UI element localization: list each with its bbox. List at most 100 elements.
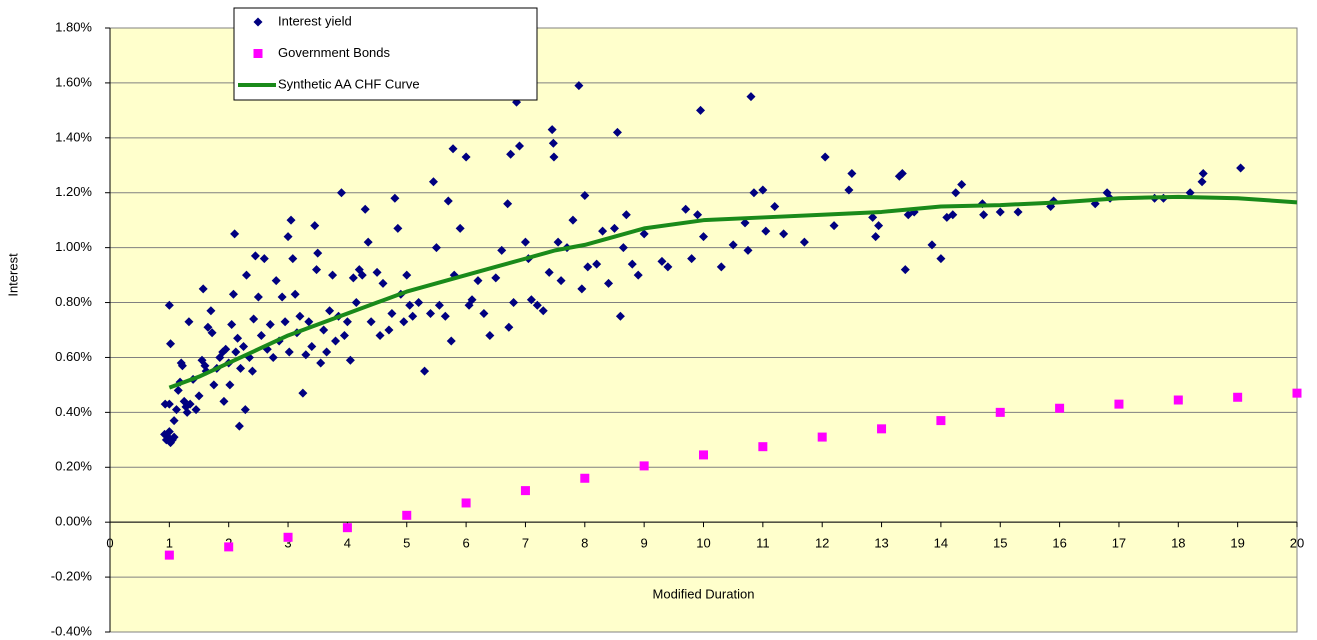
point: [1197, 177, 1207, 187]
point: [927, 240, 937, 250]
x-tick-label: 8: [581, 536, 588, 551]
point: [408, 311, 418, 321]
point: [467, 295, 477, 305]
y-tick-label: 0.80%: [55, 294, 92, 309]
point: [663, 262, 673, 272]
point: [405, 300, 415, 310]
point: [844, 185, 854, 195]
point: [390, 193, 400, 203]
point: [351, 298, 361, 308]
point: [615, 311, 625, 321]
point: [509, 298, 519, 308]
point: [230, 229, 240, 239]
point: [288, 254, 298, 264]
legend-label: Synthetic AA CHF Curve: [278, 76, 420, 91]
point: [286, 215, 296, 225]
x-tick-label: 4: [344, 536, 351, 551]
point: [951, 188, 961, 198]
point: [549, 152, 559, 162]
point: [228, 289, 238, 299]
point: [402, 510, 412, 520]
x-tick-label: 6: [462, 536, 469, 551]
point: [434, 300, 444, 310]
series: [160, 81, 1246, 448]
point: [171, 405, 181, 415]
point: [473, 276, 483, 286]
point: [957, 179, 967, 189]
point: [284, 347, 294, 357]
point: [206, 306, 216, 316]
legend-label: Government Bonds: [278, 45, 391, 60]
point: [231, 347, 241, 357]
point: [515, 141, 525, 151]
point: [207, 328, 217, 338]
point: [577, 284, 587, 294]
point: [224, 542, 234, 552]
point: [749, 188, 759, 198]
point: [198, 284, 208, 294]
point: [253, 292, 263, 302]
point: [728, 240, 738, 250]
point: [948, 210, 958, 220]
point: [580, 473, 590, 483]
point: [874, 221, 884, 231]
point: [455, 223, 465, 233]
point: [295, 311, 305, 321]
point: [310, 221, 320, 231]
point: [271, 276, 281, 286]
point: [221, 344, 231, 354]
point: [312, 265, 322, 275]
point: [185, 399, 195, 409]
point: [399, 317, 409, 327]
x-axis-label: Modified Duration: [653, 586, 755, 601]
point: [240, 405, 250, 415]
x-tick-label: 1: [166, 536, 173, 551]
point: [829, 221, 839, 231]
point: [414, 298, 424, 308]
point: [164, 550, 174, 560]
point: [448, 144, 458, 154]
point: [897, 169, 907, 179]
point: [331, 336, 341, 346]
y-tick-label: 1.20%: [55, 184, 92, 199]
point: [339, 330, 349, 340]
point: [995, 407, 1005, 417]
point: [871, 232, 881, 242]
point: [234, 421, 244, 431]
point: [592, 259, 602, 269]
point: [283, 532, 293, 542]
legend-swatch: [253, 49, 263, 58]
point: [366, 317, 376, 327]
point: [259, 254, 269, 264]
x-tick-label: 18: [1171, 536, 1185, 551]
x-tick-label: 15: [993, 536, 1007, 551]
point: [328, 270, 338, 280]
y-tick-label: 0.00%: [55, 514, 92, 529]
point: [532, 300, 542, 310]
legend-box: [233, 7, 538, 101]
point: [194, 391, 204, 401]
point: [504, 322, 514, 332]
point: [743, 245, 753, 255]
point: [609, 223, 619, 233]
point: [761, 226, 771, 236]
point: [568, 215, 578, 225]
point: [249, 314, 259, 324]
point: [420, 366, 430, 376]
point: [342, 317, 352, 327]
x-tick-label: 13: [874, 536, 888, 551]
y-tick-label: 1.60%: [55, 74, 92, 89]
point: [242, 270, 252, 280]
x-tick-label: 5: [403, 536, 410, 551]
point: [681, 204, 691, 214]
legend: Interest yield Government Bonds Synthetic …: [233, 7, 538, 101]
point: [900, 265, 910, 275]
y-tick-label: 0.20%: [55, 459, 92, 474]
point: [553, 237, 563, 247]
point: [503, 199, 513, 209]
point: [491, 273, 501, 283]
point: [378, 278, 388, 288]
point: [443, 196, 453, 206]
point: [526, 295, 536, 305]
